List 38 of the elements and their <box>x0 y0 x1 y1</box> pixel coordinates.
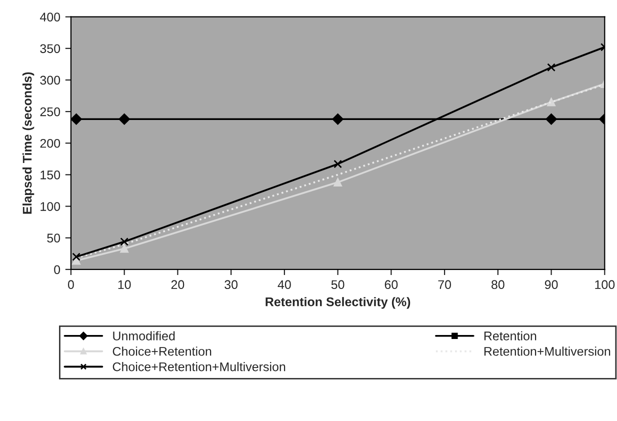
point <box>547 98 556 106</box>
point <box>120 244 128 253</box>
x-tick-label: 0 <box>68 280 74 290</box>
x-tick-label: 20 <box>171 280 184 290</box>
legend-label: Choice+Retention+Multiversion <box>112 362 286 372</box>
point <box>332 114 344 125</box>
y-tick-label: 100 <box>40 202 60 211</box>
y-tick-label: 300 <box>40 76 60 85</box>
x-tick-label: 10 <box>118 280 131 290</box>
y-tick-label: 200 <box>40 138 60 148</box>
legend-label: Retention+Multiversion <box>484 346 610 356</box>
point <box>70 114 82 125</box>
legend-label: Choice+Retention <box>112 346 212 356</box>
x-tick-label: 30 <box>224 280 238 290</box>
x-tick-label: 90 <box>544 280 558 290</box>
point <box>334 178 342 186</box>
x-tick-label: 80 <box>492 280 504 290</box>
x-tick-label: 100 <box>595 280 615 290</box>
y-tick-label: 250 <box>40 107 60 116</box>
x-tick-label: 50 <box>331 280 344 290</box>
point <box>547 63 556 72</box>
legend-label: Retention <box>484 331 536 340</box>
y-tick-label: 400 <box>40 12 60 22</box>
y-tick-label: 50 <box>47 234 60 243</box>
legend-label: Unmodified <box>113 331 175 340</box>
x-axis-title: Retention Selectivity (%) <box>266 297 410 309</box>
y-tick-label: 150 <box>40 170 60 180</box>
y-axis-title: Elapsed Time (seconds) <box>22 72 34 214</box>
y-tick-label: 0 <box>54 265 60 274</box>
point <box>72 252 80 261</box>
x-tick-label: 40 <box>278 280 291 290</box>
y-tick-label: 350 <box>40 44 60 54</box>
point <box>546 114 557 125</box>
point <box>118 114 130 125</box>
point <box>120 237 128 246</box>
point <box>334 160 342 168</box>
x-tick-label: 60 <box>384 280 398 290</box>
x-tick-label: 70 <box>438 280 452 290</box>
